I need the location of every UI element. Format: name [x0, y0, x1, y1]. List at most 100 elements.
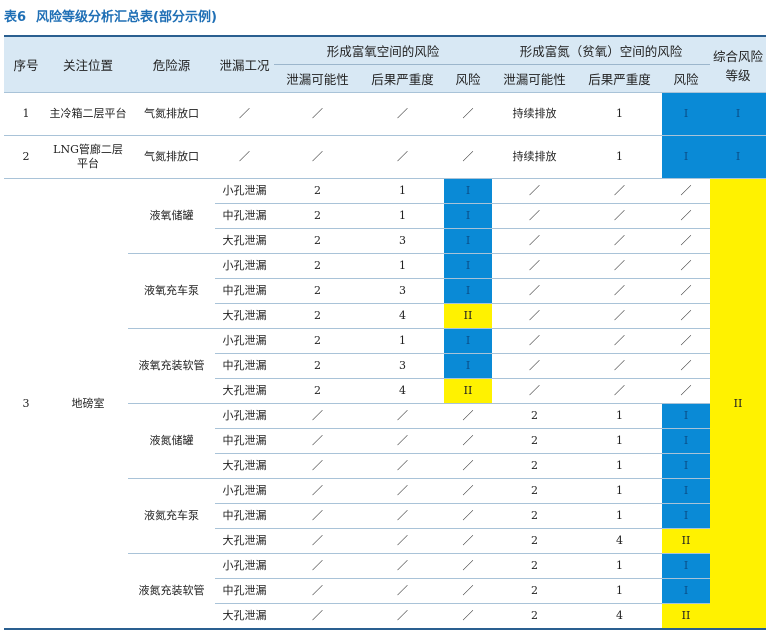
o2-risk: ／ [444, 603, 493, 629]
n2-possibility: 2 [492, 553, 578, 579]
o2-risk: ／ [444, 578, 493, 604]
o2-possibility: ／ [274, 453, 361, 479]
table-title: 风险等级分析汇总表(部分示例) [36, 10, 217, 25]
o2-severity: ／ [361, 428, 444, 454]
n2-severity: ／ [577, 228, 663, 254]
o2-possibility: ／ [274, 578, 361, 604]
header-o2-severity: 后果严重度 [361, 64, 444, 93]
n2-severity: 1 [577, 503, 663, 529]
table-row: 大孔泄漏／／／ 2 1 I [4, 453, 766, 479]
hazard-source: 液氮充车泵 [128, 478, 215, 554]
n2-possibility: ／ [492, 378, 578, 404]
table-caption: 表6 风险等级分析汇总表(部分示例) [4, 6, 217, 25]
n2-severity: 1 [577, 453, 663, 479]
n2-possibility: ／ [492, 253, 578, 279]
n2-risk: I [662, 428, 711, 454]
header-o2-risk: 风险 [444, 64, 493, 93]
header-source: 危险源 [128, 36, 215, 93]
o2-severity: 1 [361, 203, 444, 229]
n2-risk: ／ [662, 328, 711, 354]
o2-possibility: 2 [274, 303, 361, 329]
n2-risk: ／ [662, 378, 711, 404]
n2-risk: ／ [662, 178, 711, 204]
row-source: 气氮排放口 [128, 135, 215, 179]
n2-possibility: 持续排放 [492, 135, 578, 179]
leak-condition: 大孔泄漏 [215, 528, 274, 554]
room-location: 地磅室 [48, 178, 128, 629]
o2-risk: ／ [444, 528, 493, 554]
o2-severity: 3 [361, 228, 444, 254]
risk-level-table: 序号 关注位置 危险源 泄漏工况 形成富氧空间的风险 形成富氮（贫氧）空间的风险… [4, 35, 767, 630]
o2-risk: I [444, 203, 493, 229]
o2-risk: ／ [444, 453, 493, 479]
n2-severity: ／ [577, 328, 663, 354]
n2-severity: 1 [577, 403, 663, 429]
o2-possibility: 2 [274, 253, 361, 279]
o2-risk: I [444, 278, 493, 304]
o2-possibility: 2 [274, 278, 361, 304]
o2-risk: ／ [444, 503, 493, 529]
o2-risk: I [444, 353, 493, 379]
leak-condition: 小孔泄漏 [215, 553, 274, 579]
n2-severity: ／ [577, 353, 663, 379]
n2-possibility: ／ [492, 203, 578, 229]
table-row: 中孔泄漏／／／ 2 1 I [4, 428, 766, 454]
n2-possibility: 2 [492, 528, 578, 554]
table-number: 表6 [4, 10, 27, 25]
room-overall-level: II [710, 178, 767, 629]
o2-severity: ／ [361, 403, 444, 429]
o2-possibility: 2 [274, 378, 361, 404]
header-group-nitrogen: 形成富氮（贫氧）空间的风险 [492, 36, 711, 65]
header-o2-possibility: 泄漏可能性 [274, 64, 361, 93]
o2-possibility: 2 [274, 228, 361, 254]
n2-possibility: 2 [492, 428, 578, 454]
leak-condition: 小孔泄漏 [215, 328, 274, 354]
header-leak-condition: 泄漏工况 [215, 36, 274, 93]
o2-possibility: 2 [274, 328, 361, 354]
leak-condition: 小孔泄漏 [215, 478, 274, 504]
n2-severity: ／ [577, 178, 663, 204]
n2-severity: ／ [577, 253, 663, 279]
n2-possibility: ／ [492, 178, 578, 204]
hazard-source: 液氧储罐 [128, 178, 215, 254]
row-seq: 1 [4, 92, 48, 136]
table-row: 大孔泄漏 2 3 I ／／／ [4, 228, 766, 254]
n2-risk: I [662, 503, 711, 529]
header-n2-risk: 风险 [662, 64, 711, 93]
n2-risk: ／ [662, 353, 711, 379]
row-seq: 2 [4, 135, 48, 179]
n2-severity: 1 [577, 92, 663, 136]
o2-possibility: 2 [274, 178, 361, 204]
o2-risk: ／ [444, 403, 493, 429]
row-leak-condition: ／ [215, 92, 274, 136]
n2-risk: II [662, 603, 711, 629]
leak-condition: 小孔泄漏 [215, 253, 274, 279]
table-row: 中孔泄漏／／／ 2 1 I [4, 503, 766, 529]
o2-possibility: ／ [274, 553, 361, 579]
o2-severity: 3 [361, 353, 444, 379]
n2-severity: 1 [577, 578, 663, 604]
n2-risk: ／ [662, 228, 711, 254]
n2-possibility: ／ [492, 328, 578, 354]
n2-possibility: 2 [492, 603, 578, 629]
header-overall-level: 综合风险等级 [710, 36, 767, 93]
hazard-source: 液氮储罐 [128, 403, 215, 479]
n2-possibility: 2 [492, 503, 578, 529]
row-overall-level: I [710, 135, 767, 179]
n2-severity: ／ [577, 303, 663, 329]
leak-condition: 中孔泄漏 [215, 278, 274, 304]
o2-severity: ／ [361, 478, 444, 504]
n2-severity: 4 [577, 528, 663, 554]
o2-possibility: 2 [274, 353, 361, 379]
o2-severity: ／ [361, 553, 444, 579]
table-row: 中孔泄漏 2 3 I ／／／ [4, 278, 766, 304]
o2-risk: ／ [444, 92, 493, 136]
o2-risk: ／ [444, 553, 493, 579]
leak-condition: 大孔泄漏 [215, 228, 274, 254]
o2-risk: ／ [444, 428, 493, 454]
n2-risk: I [662, 453, 711, 479]
leak-condition: 大孔泄漏 [215, 603, 274, 629]
o2-risk: II [444, 303, 493, 329]
leak-condition: 中孔泄漏 [215, 503, 274, 529]
table-row: 液氮充装软管 小孔泄漏／／／ 2 1 I [4, 553, 766, 629]
